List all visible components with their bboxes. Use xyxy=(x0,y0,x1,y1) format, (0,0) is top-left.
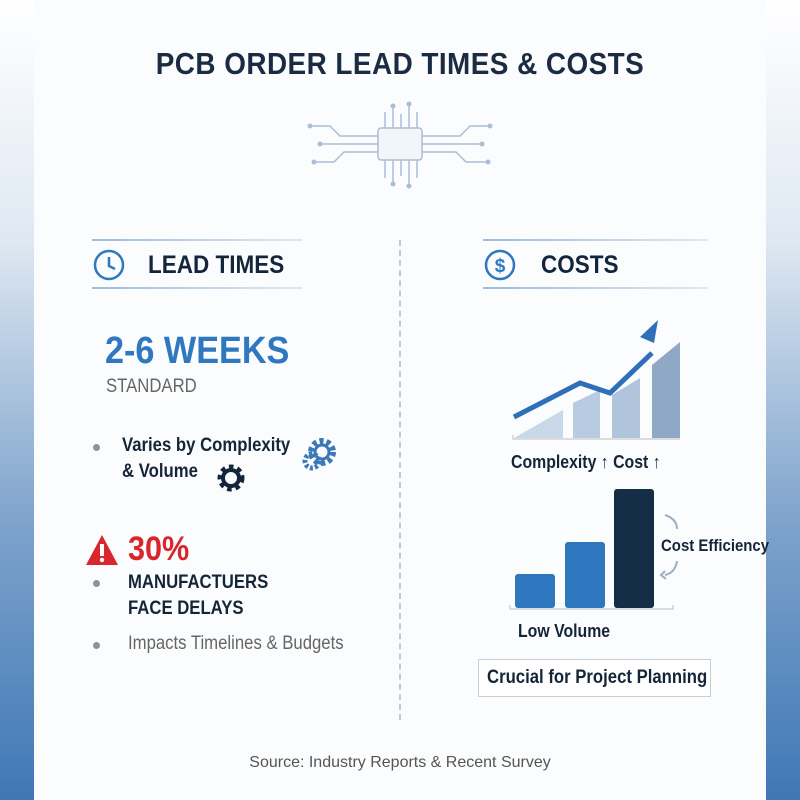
lead-time-sub: STANDARD xyxy=(106,376,197,397)
chart-baseline xyxy=(509,605,674,610)
chart-bar xyxy=(573,390,600,438)
cycle-arrow-icon xyxy=(664,560,678,576)
cost-efficiency-label: Cost Efficiency xyxy=(661,536,770,555)
bullet-line: Varies by Complexity xyxy=(122,435,291,456)
trend-line xyxy=(512,351,654,420)
cycle-arrow-icon xyxy=(664,514,678,530)
circuit-chip-icon xyxy=(307,101,493,189)
delay-text: MANUFACTUERS FACE DELAYS xyxy=(128,570,268,622)
warning-icon xyxy=(86,535,118,565)
complexity-cost-label: Complexity ↑ Cost ↑ xyxy=(511,452,661,472)
gears-icon xyxy=(302,438,336,471)
source-note: Source: Industry Reports & Recent Survey xyxy=(249,754,551,771)
svg-text:$: $ xyxy=(495,256,506,277)
bullet-line: & Volume xyxy=(122,461,198,482)
chart-bar xyxy=(612,378,640,438)
trend-arrow-icon xyxy=(640,320,658,343)
planning-callout xyxy=(478,659,711,697)
chart-bar xyxy=(565,542,605,608)
header-rule xyxy=(92,239,302,241)
dollar-icon: $ xyxy=(484,249,516,281)
header-rule xyxy=(483,239,708,241)
delay-line: MANUFACTUERS xyxy=(128,572,269,593)
chart-bar xyxy=(514,410,563,438)
bullet xyxy=(93,444,100,451)
lead-time-range: 2-6 WEEKS xyxy=(105,330,290,372)
complexity-bullet: Varies by Complexity & Volume xyxy=(122,433,290,485)
chart-baseline xyxy=(512,435,680,440)
delay-line: FACE DELAYS xyxy=(128,598,244,619)
column-divider xyxy=(399,240,401,720)
complexity-cost-chart xyxy=(512,320,680,440)
page-title: PCB ORDER LEAD TIMES & COSTS xyxy=(155,46,645,81)
chart-bar xyxy=(652,342,680,438)
delay-stat: 30% xyxy=(128,530,190,568)
chart-bar xyxy=(515,574,555,608)
costs-heading: COSTS xyxy=(541,251,619,279)
planning-callout-text: Crucial for Project Planning xyxy=(487,667,708,688)
impact-bullet: Impacts Timelines & Budgets xyxy=(128,633,344,654)
clock-icon xyxy=(93,249,125,281)
gear-icon xyxy=(217,464,245,492)
low-volume-label: Low Volume xyxy=(518,621,611,641)
header-rule xyxy=(483,287,708,289)
volume-cost-chart xyxy=(509,489,678,610)
bullet xyxy=(93,642,100,649)
bullet xyxy=(93,580,100,587)
chart-bar xyxy=(614,489,654,608)
lead-times-heading: LEAD TIMES xyxy=(148,251,285,279)
header-rule xyxy=(92,287,302,289)
